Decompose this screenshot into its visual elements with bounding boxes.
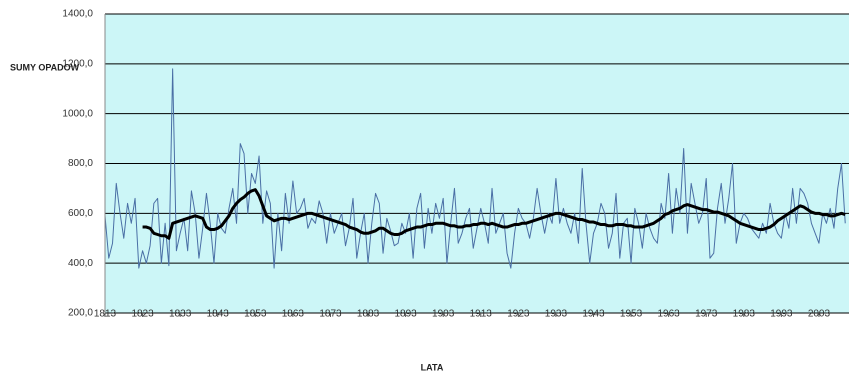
x-tick-label: 1913: [470, 309, 493, 320]
x-tick-label: 1853: [244, 309, 267, 320]
x-tick-label: 1843: [207, 309, 230, 320]
x-tick-label: 1823: [131, 309, 154, 320]
y-tick-label: 1400,0: [62, 9, 93, 20]
x-tick-label: 1953: [620, 309, 643, 320]
x-tick-label: 1993: [770, 309, 793, 320]
y-tick-label: 1000,0: [62, 108, 93, 119]
series-lines: [104, 68, 846, 269]
data-line: [104, 68, 846, 269]
x-tick-label: 1933: [545, 309, 568, 320]
x-tick-label: 1963: [658, 309, 681, 320]
y-tick-label: 1200,0: [62, 58, 93, 69]
x-tick-label: 2003: [808, 309, 831, 320]
x-tick-label: 1983: [733, 309, 756, 320]
x-tick-label: 1903: [432, 309, 455, 320]
x-tick-label: 1943: [582, 309, 605, 320]
y-tick-label: 800,0: [68, 158, 93, 169]
y-tick-label: 200,0: [68, 308, 93, 319]
y-tick-label: 400,0: [68, 258, 93, 269]
data-line: [142, 188, 846, 240]
x-tick-label: 1973: [695, 309, 718, 320]
x-tick-label: 1883: [357, 309, 380, 320]
x-tick-label: 1873: [319, 309, 342, 320]
x-tick-label: 1893: [394, 309, 417, 320]
x-axis-title: LATA: [421, 362, 444, 372]
y-axis-title: SUMY OPADOW: [10, 62, 80, 72]
x-tick-label: 1923: [507, 309, 530, 320]
x-tick-label: 1863: [282, 309, 305, 320]
x-tick-label: 1833: [169, 309, 192, 320]
x-tick-label: 1813: [94, 309, 117, 320]
axes: 200,0 400,0 600,0 800,0 1000,0 1200,0 1400,0 18…: [62, 9, 830, 320]
y-tick-label: 600,0: [68, 208, 93, 219]
